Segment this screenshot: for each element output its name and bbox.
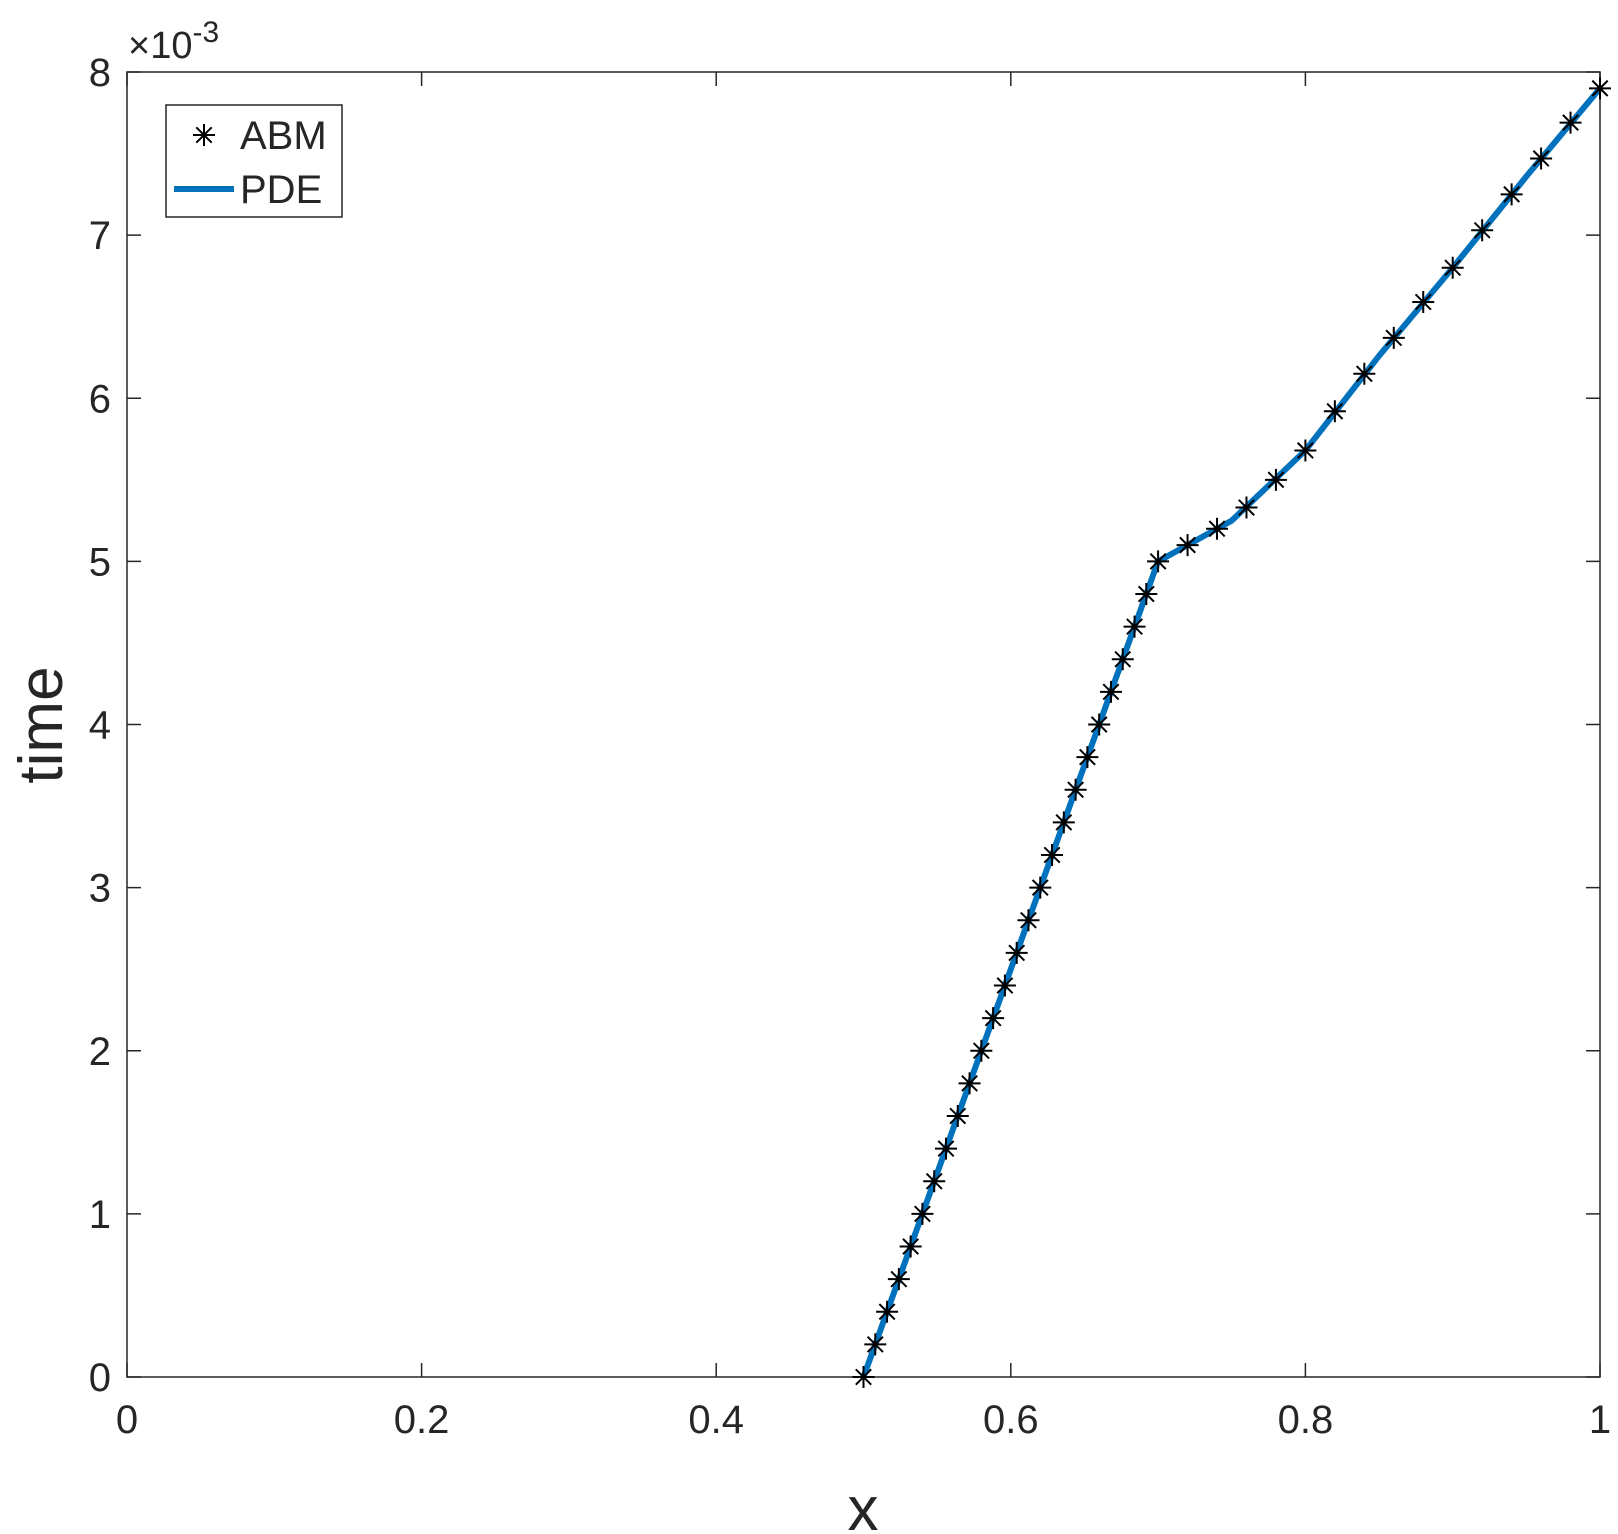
y-tick-label: 4 xyxy=(89,704,111,748)
data-point xyxy=(1353,362,1376,385)
y-tick-label: 5 xyxy=(89,540,111,584)
data-point xyxy=(1382,326,1405,349)
data-point xyxy=(1530,147,1553,170)
y-axis-label: time xyxy=(7,666,76,783)
y-multiplier: ×10-3 xyxy=(128,16,219,67)
legend-box xyxy=(165,104,343,218)
data-point xyxy=(1041,844,1064,866)
y-tick-label: 7 xyxy=(89,214,111,258)
data-point xyxy=(993,974,1016,997)
data-point xyxy=(1147,550,1170,573)
data-point xyxy=(911,1202,934,1225)
data-point xyxy=(876,1300,899,1323)
data-point xyxy=(1206,517,1229,540)
y-tick-label: 1 xyxy=(89,1193,111,1237)
data-point xyxy=(1064,778,1087,801)
data-point xyxy=(1111,648,1134,671)
x-axis-label: x xyxy=(848,1475,879,1534)
data-point xyxy=(1500,183,1523,206)
data-point xyxy=(1471,219,1494,242)
y-multiplier-exponent: -3 xyxy=(192,16,219,49)
x-tick-label: 1 xyxy=(1589,1398,1611,1442)
x-tick-label: 0.2 xyxy=(394,1398,450,1442)
data-point xyxy=(1135,583,1158,605)
y-tick-label: 3 xyxy=(89,867,111,911)
data-point xyxy=(1123,615,1146,638)
data-point xyxy=(1294,439,1317,462)
data-point xyxy=(934,1137,957,1160)
data-point xyxy=(1412,291,1435,314)
legend-marker xyxy=(193,124,215,146)
y-tick-label: 6 xyxy=(89,377,111,421)
data-point xyxy=(887,1268,910,1291)
x-tick-label: 0 xyxy=(116,1398,138,1442)
data-point xyxy=(1264,468,1287,491)
data-point xyxy=(1029,876,1052,899)
x-tick-label: 0.6 xyxy=(983,1398,1039,1442)
y-tick-label: 8 xyxy=(89,51,111,95)
data-point xyxy=(1052,811,1075,834)
data-point xyxy=(923,1170,946,1193)
y-tick-label: 2 xyxy=(89,1030,111,1074)
y-tick-label: 0 xyxy=(89,1356,111,1400)
x-tick-label: 0.4 xyxy=(688,1398,744,1442)
data-point xyxy=(864,1333,887,1356)
x-tick-label: 0.8 xyxy=(1278,1398,1334,1442)
data-point xyxy=(970,1039,993,1062)
data-point xyxy=(1589,77,1611,100)
data-point xyxy=(1323,400,1346,423)
data-point xyxy=(1076,746,1099,769)
data-point xyxy=(1441,256,1464,279)
data-point xyxy=(946,1105,969,1127)
data-point xyxy=(1176,534,1199,557)
y-multiplier-base: ×10 xyxy=(128,25,192,67)
data-point xyxy=(958,1072,981,1095)
data-point xyxy=(852,1366,875,1388)
data-point xyxy=(1017,909,1040,932)
data-point xyxy=(1099,680,1122,703)
legend-label: ABM xyxy=(240,114,327,158)
data-point xyxy=(1005,941,1028,964)
legend: ABM PDE xyxy=(165,104,343,218)
data-point xyxy=(1235,496,1258,519)
legend-label: PDE xyxy=(240,168,322,212)
data-point xyxy=(982,1007,1005,1030)
data-point xyxy=(1088,713,1111,736)
data-point xyxy=(899,1235,922,1258)
data-point xyxy=(1559,111,1582,134)
